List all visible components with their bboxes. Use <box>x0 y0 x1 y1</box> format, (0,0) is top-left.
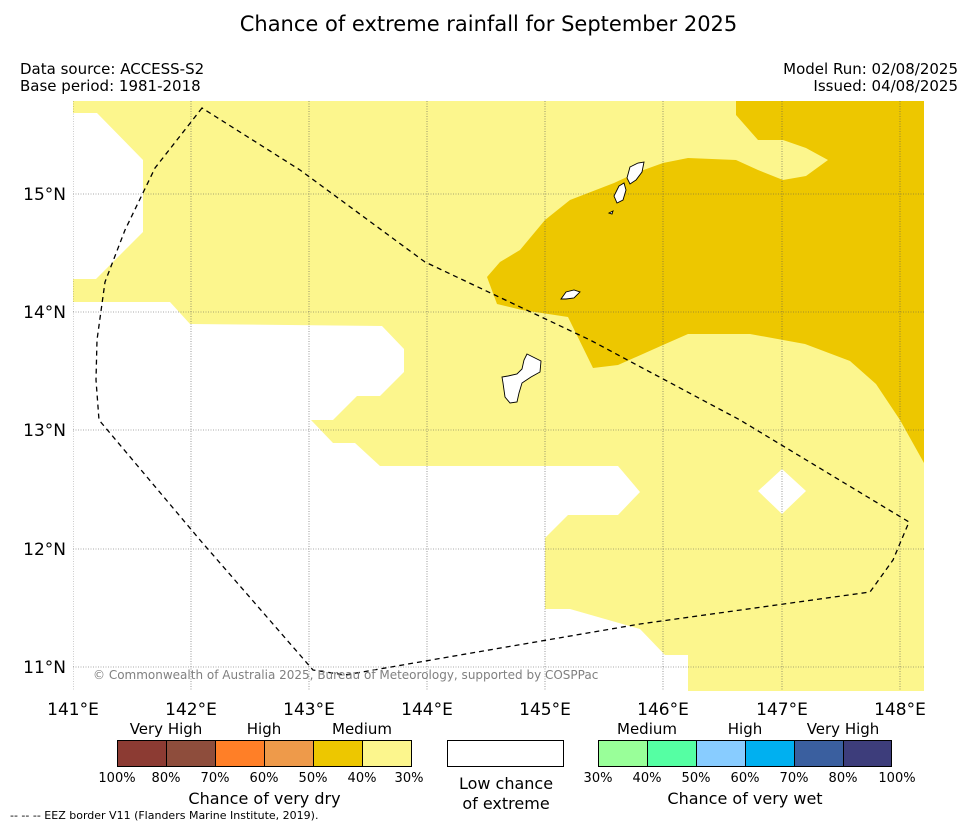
guam-island <box>501 353 542 404</box>
wet-tick-50: 50% <box>681 771 711 786</box>
wet-medium-header: Medium <box>617 720 677 738</box>
wet-swatch-80-100 <box>843 740 892 767</box>
map-area: © Commonwealth of Australia 2025, Bureau… <box>73 101 924 691</box>
medium-dry-40-50-region <box>487 101 924 463</box>
saipan-island <box>626 161 645 185</box>
dry-swatch-80-100 <box>117 740 167 767</box>
lon-label-145: 145°E <box>519 700 571 720</box>
dry-medium-header: Medium <box>332 720 392 738</box>
metadata-right: Model Run: 02/08/2025 Issued: 04/08/2025 <box>783 61 958 95</box>
longitude-labels: 141°E 142°E 143°E 144°E 145°E 146°E 147°… <box>47 700 926 720</box>
dry-legend-title: Chance of very dry <box>188 789 341 808</box>
lat-label-12n: 12°N <box>23 540 66 560</box>
copyright-notice: © Commonwealth of Australia 2025, Bureau… <box>93 668 598 682</box>
eez-border-line <box>95 107 910 676</box>
wet-legend-title: Chance of very wet <box>667 789 823 808</box>
base-period: Base period: 1981-2018 <box>20 77 201 95</box>
dry-very-high-header: Very High <box>129 720 203 738</box>
lon-label-148: 148°E <box>874 700 926 720</box>
eez-footnote: -- -- -- EEZ border V11 (Flanders Marine… <box>10 809 319 822</box>
wet-swatch-70-80 <box>794 740 844 767</box>
dry-swatch-40-50 <box>313 740 363 767</box>
metadata-left: Data source: ACCESS-S2 Base period: 1981… <box>20 61 204 95</box>
wet-swatch-30-40 <box>598 740 648 767</box>
wet-swatch-50-60 <box>696 740 746 767</box>
graticule <box>73 101 924 691</box>
dry-swatch-70-80 <box>166 740 216 767</box>
dry-tick-70: 70% <box>200 771 230 786</box>
dry-tick-30: 30% <box>394 771 424 786</box>
dry-tick-60: 60% <box>249 771 279 786</box>
wet-swatch-60-70 <box>745 740 795 767</box>
wet-colorbar <box>598 740 892 767</box>
wet-very-high-header: Very High <box>806 720 880 738</box>
wet-high-header: High <box>727 720 763 738</box>
dry-swatch-60-70 <box>215 740 265 767</box>
issued-date: Issued: 04/08/2025 <box>813 77 958 95</box>
lat-label-14n: 14°N <box>23 303 66 323</box>
dry-high-header: High <box>246 720 282 738</box>
aguijan-island <box>607 210 614 215</box>
low-chance-label: Low chance of extreme <box>436 774 576 814</box>
tinian-island <box>613 182 627 204</box>
model-run: Model Run: 02/08/2025 <box>783 60 958 78</box>
lon-label-146: 146°E <box>637 700 689 720</box>
dry-colorbar <box>117 740 412 767</box>
lat-label-15n: 15°N <box>23 185 66 205</box>
lat-label-13n: 13°N <box>23 421 66 441</box>
lon-label-143: 143°E <box>283 700 335 720</box>
dry-tick-100: 100% <box>98 771 136 786</box>
page-title: Chance of extreme rainfall for September… <box>239 12 738 36</box>
lat-label-11n: 11°N <box>23 658 66 678</box>
dry-swatch-30-40 <box>362 740 412 767</box>
lon-label-147: 147°E <box>756 700 808 720</box>
dry-tick-50: 50% <box>298 771 328 786</box>
wet-tick-60: 60% <box>730 771 760 786</box>
latitude-labels: 15°N 14°N 13°N 12°N 11°N <box>23 185 66 678</box>
wet-tick-40: 40% <box>632 771 662 786</box>
low-chance-line2: of extreme <box>462 794 550 813</box>
dry-tick-40: 40% <box>347 771 377 786</box>
wet-tick-100: 100% <box>878 771 916 786</box>
dry-swatch-50-60 <box>264 740 314 767</box>
wet-tick-70: 70% <box>779 771 809 786</box>
rota-island <box>560 289 581 300</box>
lon-label-144: 144°E <box>401 700 453 720</box>
lon-label-142: 142°E <box>165 700 217 720</box>
islands <box>501 161 645 404</box>
wet-tick-30: 30% <box>583 771 613 786</box>
low-chance-line1: Low chance <box>458 774 554 793</box>
lon-label-141: 141°E <box>47 700 99 720</box>
wet-swatch-40-50 <box>647 740 697 767</box>
data-source: Data source: ACCESS-S2 <box>20 60 205 78</box>
dry-tick-80: 80% <box>151 771 181 786</box>
low-chance-swatch <box>447 740 564 767</box>
wet-tick-80: 80% <box>828 771 858 786</box>
